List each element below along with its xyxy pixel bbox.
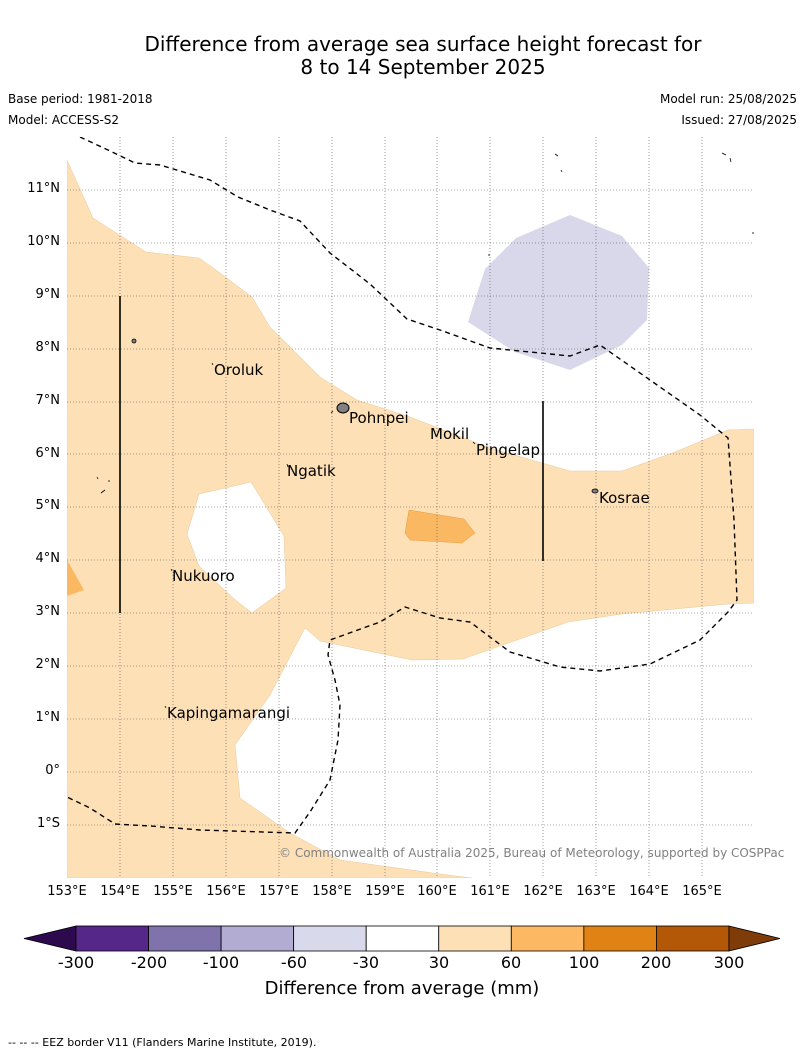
place-oroluk: Oroluk — [214, 361, 264, 379]
lon-label: 164°E — [629, 884, 669, 899]
place-kapingamarangi: Kapingamarangi — [167, 704, 291, 722]
lon-label: 153°E — [47, 884, 87, 899]
colorbar-tick-label: -100 — [202, 953, 240, 972]
place-ngatik: Ngatik — [287, 462, 336, 480]
place-nukuoro: Nukuoro — [172, 567, 235, 585]
colorbar-segment — [293, 925, 367, 952]
colorbar-segment — [510, 925, 585, 952]
lat-label: 5°N — [35, 498, 61, 513]
sea-surface-height-fill — [67, 159, 754, 878]
place-kosrae: Kosrae — [599, 489, 650, 507]
lon-label: 158°E — [312, 884, 352, 899]
anomaly-region-60-100-edge — [67, 560, 84, 596]
lon-label: 162°E — [523, 884, 563, 899]
lon-label: 154°E — [100, 884, 140, 899]
lat-label: 4°N — [35, 551, 61, 566]
lon-label: 159°E — [365, 884, 405, 899]
lat-label: 1°N — [35, 710, 61, 725]
colorbar-tick-label: -300 — [57, 953, 95, 972]
lat-label: 2°N — [35, 657, 61, 672]
lat-label: 7°N — [35, 393, 61, 408]
colorbar-extend-high — [728, 925, 781, 952]
lon-label: 160°E — [417, 884, 457, 899]
anomaly-region-minus30-minus60 — [468, 215, 649, 370]
colorbar-tick-label: -30 — [352, 953, 380, 972]
colorbar-segment — [75, 925, 149, 952]
lon-label: 157°E — [259, 884, 299, 899]
small-atolls — [96, 152, 754, 709]
colorbar-segment — [656, 925, 730, 952]
colorbar-tick-label: 60 — [500, 953, 522, 972]
place-pingelap: Pingelap — [476, 441, 541, 459]
lon-label: 161°E — [470, 884, 510, 899]
base-period: Base period: 1981-2018 — [8, 92, 153, 106]
colorbar-title: Difference from average (mm) — [264, 978, 540, 999]
colorbar-tick-label: 300 — [713, 953, 745, 972]
lon-label: 155°E — [153, 884, 193, 899]
lat-label: 1°S — [36, 816, 60, 831]
colorbar-tick-label: 30 — [428, 953, 450, 972]
anomaly-region-60-100 — [404, 509, 476, 544]
colorbar-segment — [583, 925, 657, 952]
lat-label: 6°N — [35, 446, 61, 461]
eez-footnote: -- -- -- EEZ border V11 (Flanders Marine… — [8, 1036, 317, 1049]
model-run: Model run: 25/08/2025 — [659, 92, 797, 106]
place-mokil: Mokil — [430, 425, 470, 443]
colorbar-segment — [220, 925, 295, 952]
lat-label: 3°N — [35, 604, 61, 619]
lon-label: 163°E — [576, 884, 616, 899]
kosrae-island — [591, 488, 599, 494]
colorbar-segment — [148, 925, 222, 952]
colorbar-tick-label: 100 — [568, 953, 600, 972]
lon-label: 156°E — [206, 884, 246, 899]
copyright-notice: © Commonwealth of Australia 2025, Bureau… — [279, 846, 785, 860]
pohnpei-island — [336, 402, 350, 414]
lat-label: 8°N — [35, 340, 61, 355]
lat-label: 0° — [45, 763, 60, 778]
lat-label: 9°N — [35, 287, 61, 302]
colorbar-extend-low — [23, 925, 77, 952]
colorbar-segment — [365, 925, 440, 952]
colorbar-segment — [438, 925, 512, 952]
model-name: Model: ACCESS-S2 — [8, 113, 120, 127]
lat-label: 10°N — [27, 234, 60, 249]
colorbar-tick-label: -60 — [280, 953, 308, 972]
chart-title-line2: 8 to 14 September 2025 — [300, 55, 546, 79]
eez-border — [67, 137, 738, 834]
chart-title-line1: Difference from average sea surface heig… — [144, 32, 702, 56]
colorbar-tick-label: -200 — [130, 953, 168, 972]
island-marker — [131, 338, 137, 344]
issued-date: Issued: 27/08/2025 — [681, 113, 797, 127]
anomaly-region-neutral-1 — [186, 481, 287, 614]
lon-label: 165°E — [682, 884, 722, 899]
colorbar — [23, 925, 781, 952]
gridlines — [67, 137, 754, 878]
place-pohnpei: Pohnpei — [349, 409, 409, 427]
colorbar-tick-label: 200 — [640, 953, 672, 972]
lat-label: 11°N — [27, 181, 60, 196]
